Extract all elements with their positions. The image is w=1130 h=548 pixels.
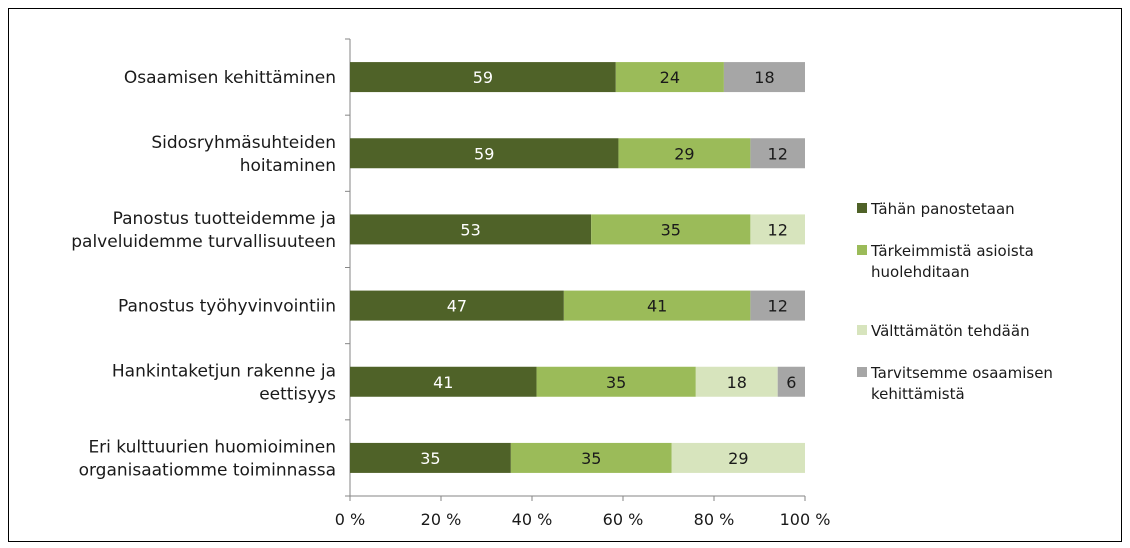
category-label: Osaamisen kehittäminen: [124, 68, 336, 88]
bar-segment: [350, 214, 592, 245]
x-tick-label: 0 %: [335, 510, 365, 529]
bar-segment: [536, 366, 696, 397]
bar-segment: [723, 62, 805, 93]
legend-label: Välttämätön tehdään: [871, 322, 1030, 340]
category-label: Panostus tuotteidemme ja palveluidemme tu…: [71, 209, 336, 252]
data-label: 12: [768, 220, 788, 239]
data-label: 12: [768, 297, 788, 316]
bar-segment: [510, 442, 672, 473]
data-label: 24: [660, 68, 680, 87]
bar-segment: [671, 442, 805, 473]
data-label: 59: [473, 68, 493, 87]
bar-segment: [750, 290, 805, 321]
data-label: 59: [474, 144, 494, 163]
data-label: 29: [728, 449, 748, 468]
bar-segment: [563, 290, 751, 321]
stacked-bar-chart: 0 % 20 % 40 % 60 % 80 % 100 % Osaamisen kehit…: [71, 38, 1053, 529]
bars: [350, 62, 805, 473]
legend-label: Tarvitsemme osaamisen kehittämistä: [870, 364, 1053, 403]
bar-segment: [350, 366, 537, 397]
legend: Tähän panostetaan Tärkeimmistä asioista hu…: [857, 200, 1053, 403]
category-label: Hankintaketjun rakenne ja eettisyys: [112, 361, 336, 404]
legend-swatch: [857, 367, 867, 377]
chart-frame: 0 % 20 % 40 % 60 % 80 % 100 % Osaamisen kehit…: [8, 8, 1122, 542]
data-label: 18: [754, 68, 774, 87]
x-tick-label: 100 %: [780, 510, 831, 529]
data-label: 18: [727, 373, 747, 392]
axes: 0 % 20 % 40 % 60 % 80 % 100 %: [335, 38, 831, 529]
data-label: 35: [661, 220, 681, 239]
legend-swatch: [857, 325, 867, 335]
bar-segment: [750, 138, 805, 169]
data-label: 41: [647, 297, 667, 316]
data-label: 12: [768, 144, 788, 163]
bar-segment: [350, 290, 564, 321]
bar-segment: [591, 214, 751, 245]
category-label: Panostus työhyvinvointiin: [118, 297, 336, 317]
category-label: Eri kulttuurien huomioiminen organisaatio…: [79, 437, 336, 480]
data-label: 29: [674, 144, 694, 163]
labels: Osaamisen kehittäminen Sidosryhmäsuhteide…: [71, 68, 796, 480]
bar-segment: [350, 62, 616, 93]
bar-segment: [750, 214, 805, 245]
data-label: 47: [447, 297, 467, 316]
legend-label: Tärkeimmistä asioista huolehditaan: [870, 242, 1034, 281]
data-label: 6: [786, 373, 796, 392]
legend-label: Tähän panostetaan: [870, 200, 1015, 218]
x-tick-label: 20 %: [421, 510, 462, 529]
bar-segment: [350, 138, 619, 169]
x-tick-label: 40 %: [512, 510, 553, 529]
bar-segment: [777, 366, 805, 397]
legend-swatch: [857, 203, 867, 213]
x-tick-label: 60 %: [603, 510, 644, 529]
category-label: Sidosryhmäsuhteiden hoitaminen: [151, 133, 336, 176]
bar-segment: [618, 138, 751, 169]
data-label: 53: [460, 220, 480, 239]
legend-swatch: [857, 245, 867, 255]
bar-segment: [615, 62, 724, 93]
data-label: 35: [420, 449, 440, 468]
bar-segment: [695, 366, 778, 397]
data-label: 35: [581, 449, 601, 468]
x-tick-label: 80 %: [694, 510, 735, 529]
data-label: 35: [606, 373, 626, 392]
bar-segment: [350, 442, 511, 473]
data-label: 41: [433, 373, 453, 392]
